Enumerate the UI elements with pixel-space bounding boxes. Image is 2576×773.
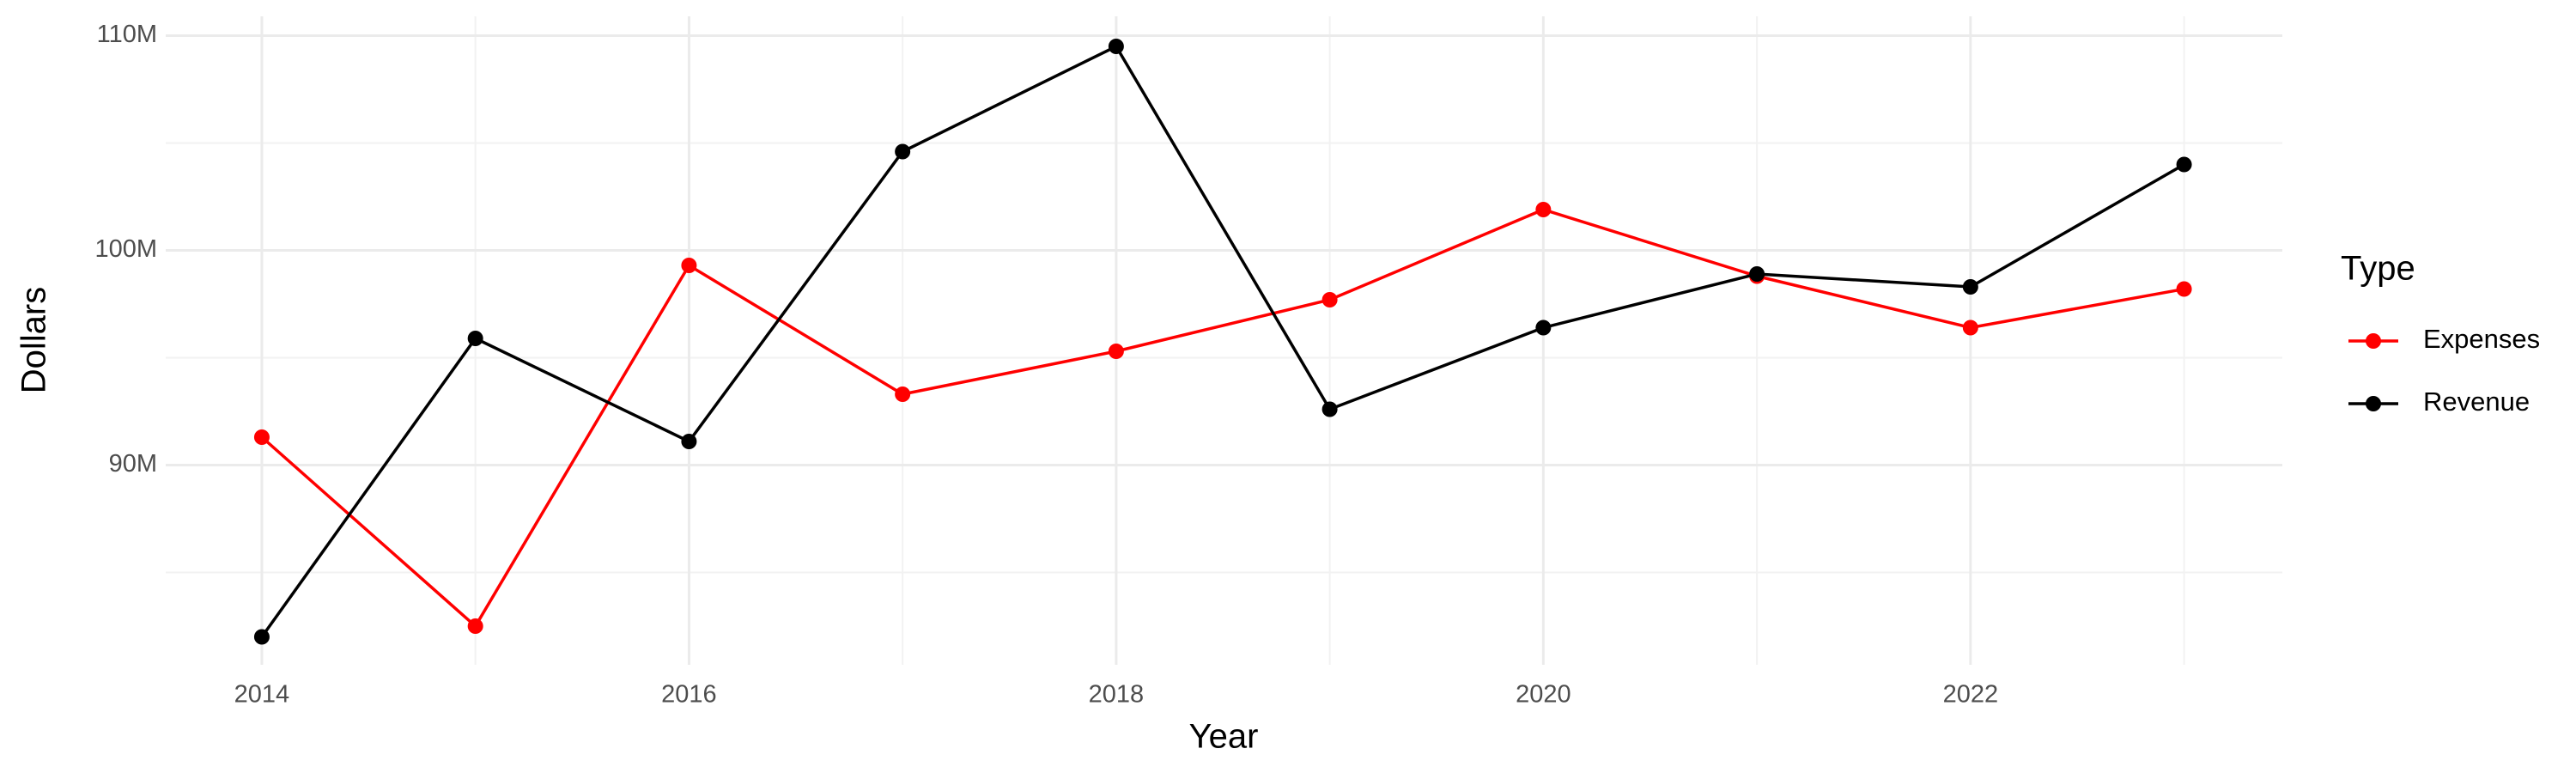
series-line	[260, 44, 2185, 638]
x-tick-label: 2016	[661, 681, 717, 709]
legend-label: Expenses	[2423, 324, 2540, 354]
series-line	[260, 208, 2184, 629]
y-axis-title: Dollars	[15, 287, 53, 393]
data-point	[1108, 39, 1124, 54]
data-point	[2176, 281, 2192, 297]
data-point	[681, 258, 697, 273]
data-point	[1108, 344, 1124, 359]
data-point	[1535, 320, 1552, 336]
legend-label: Revenue	[2423, 386, 2530, 417]
data-point	[1321, 292, 1338, 307]
y-tick-label: 110M	[97, 21, 157, 48]
data-point	[1749, 266, 1765, 282]
y-tick-label: 90M	[109, 450, 157, 478]
data-point	[1962, 279, 1978, 295]
y-tick-label: 100M	[94, 235, 157, 263]
legend-title: Type	[2341, 250, 2415, 288]
x-tick-label: 2020	[1516, 681, 1571, 709]
data-point	[1962, 320, 1978, 336]
x-tick-label: 2018	[1089, 681, 1145, 709]
data-point	[895, 386, 911, 402]
data-point	[467, 618, 483, 634]
legend-key-point	[2366, 396, 2381, 411]
data-point	[467, 331, 483, 346]
legend-key-point	[2366, 333, 2381, 349]
data-point	[681, 434, 697, 449]
data-point	[895, 143, 911, 160]
x-tick-label: 2022	[1943, 681, 1999, 709]
x-tick-label: 2014	[234, 681, 290, 709]
data-point	[1321, 401, 1338, 417]
data-point	[2176, 156, 2192, 173]
data-point	[1535, 202, 1552, 217]
data-point	[253, 429, 270, 445]
data-point	[253, 629, 270, 645]
x-axis-title: Year	[1189, 718, 1259, 756]
